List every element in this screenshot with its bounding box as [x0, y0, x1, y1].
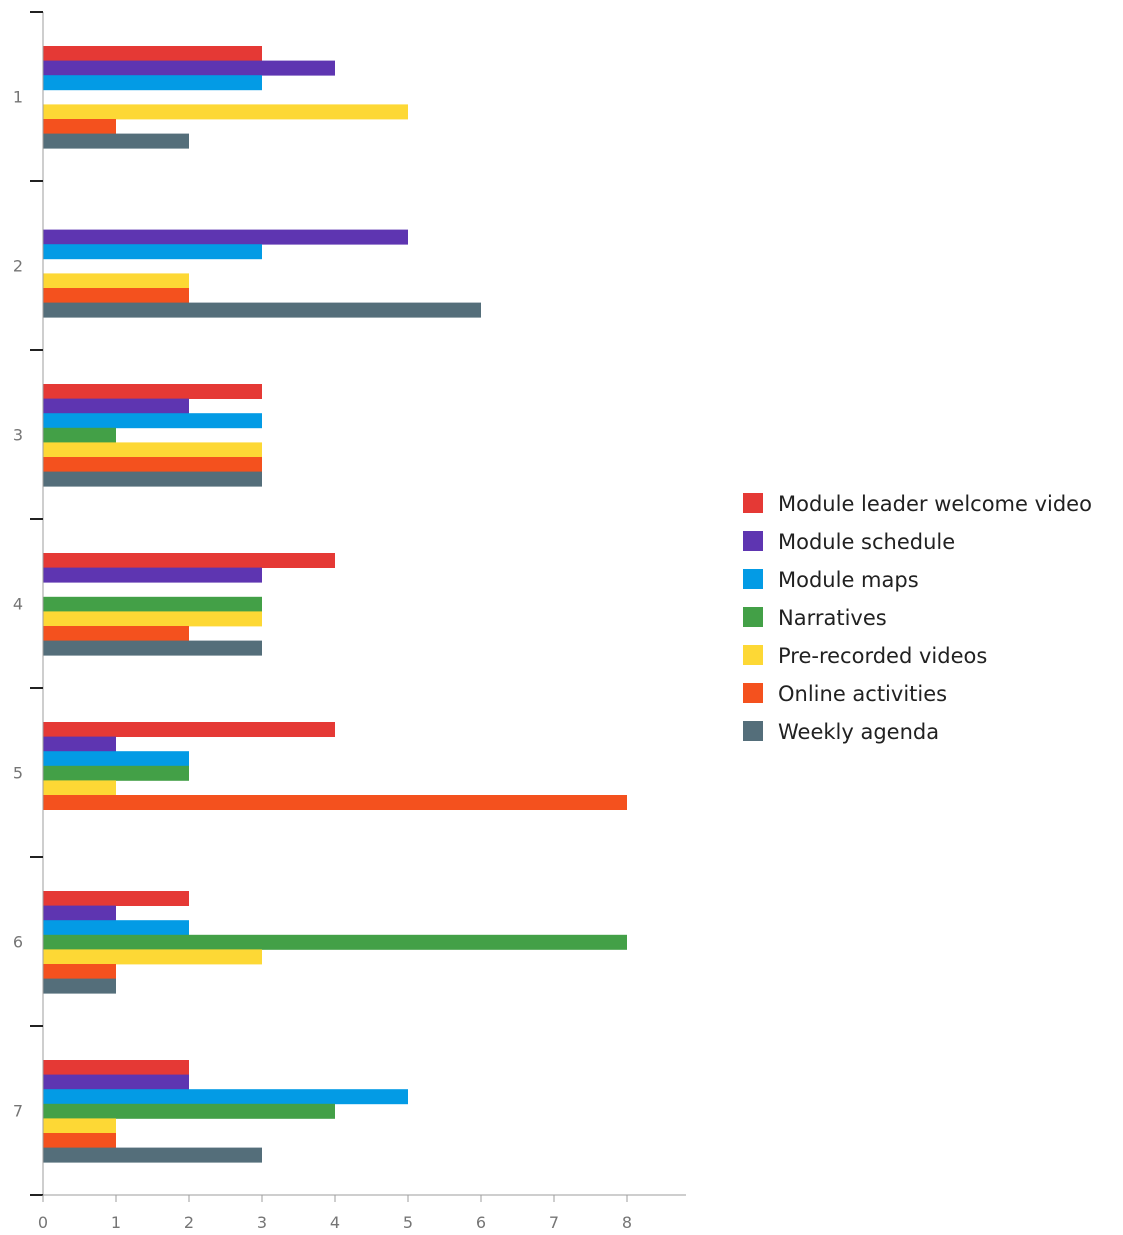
bar [43, 442, 262, 458]
legend-item: Module maps [743, 568, 919, 592]
legend: Module leader welcome video Module schedu… [743, 492, 1092, 744]
bar [43, 1074, 189, 1090]
bar-group-2 [43, 229, 481, 318]
bar [43, 596, 262, 612]
bar [43, 471, 262, 487]
bar [43, 427, 116, 443]
legend-swatch [743, 493, 763, 513]
x-tick-label: 4 [330, 1213, 340, 1232]
bar [43, 640, 262, 656]
y-tick-label: 1 [13, 88, 23, 107]
x-tick-label: 1 [111, 1213, 121, 1232]
y-tick-label: 5 [13, 764, 23, 783]
bar [43, 934, 627, 950]
bar [43, 229, 408, 245]
y-tick-label: 6 [13, 933, 23, 952]
legend-label: Weekly agenda [778, 720, 939, 744]
x-tick-label: 5 [403, 1213, 413, 1232]
legend-item: Weekly agenda [743, 720, 939, 744]
bar [43, 626, 189, 641]
x-tick-label: 3 [257, 1213, 267, 1232]
bar [43, 1089, 408, 1105]
legend-item: Pre-recorded videos [743, 644, 987, 668]
legend-label: Pre-recorded videos [778, 644, 987, 668]
x-tick-label: 2 [184, 1213, 194, 1232]
bar [43, 398, 189, 414]
bar [43, 133, 189, 149]
bar [43, 46, 262, 61]
legend-label: Module maps [778, 568, 919, 592]
bar [43, 920, 189, 936]
bar [43, 1103, 335, 1119]
bar [43, 75, 262, 91]
bar [43, 964, 116, 979]
bar [43, 1147, 262, 1163]
bar [43, 978, 116, 994]
bar [43, 104, 408, 120]
legend-item: Online activities [743, 682, 947, 706]
bar [43, 1133, 116, 1148]
legend-swatch [743, 721, 763, 741]
x-tick-label: 8 [622, 1213, 632, 1232]
bar [43, 567, 262, 583]
x-tick-label: 6 [476, 1213, 486, 1232]
ticks-layer: 1 2 3 4 5 6 7 0 1 2 3 4 5 6 7 8 [13, 11, 632, 1232]
bar [43, 795, 627, 810]
bar [43, 288, 189, 303]
legend-swatch [743, 683, 763, 703]
bar [43, 273, 189, 289]
bar [43, 1060, 189, 1075]
bar [43, 905, 116, 921]
bar [43, 413, 262, 429]
bar-group-5 [43, 722, 627, 810]
bar-group-3 [43, 384, 262, 487]
x-tick-label: 0 [38, 1213, 48, 1232]
legend-label: Module schedule [778, 530, 955, 554]
bar [43, 553, 335, 568]
bar [43, 384, 262, 399]
legend-swatch [743, 569, 763, 589]
y-tick-label: 2 [13, 257, 23, 276]
legend-swatch [743, 531, 763, 551]
y-tick-label: 4 [13, 595, 23, 614]
y-tick-label: 7 [13, 1102, 23, 1121]
bar [43, 457, 262, 472]
x-tick-label: 7 [549, 1213, 559, 1232]
bar-group-1 [43, 46, 408, 149]
bar [43, 611, 262, 627]
bar-group-7 [43, 1060, 408, 1163]
bar [43, 302, 481, 318]
bar [43, 765, 189, 781]
legend-swatch [743, 645, 763, 665]
legend-label: Online activities [778, 682, 947, 706]
bar [43, 949, 262, 965]
y-tick-label: 3 [13, 426, 23, 445]
bar [43, 780, 116, 796]
bar-group-4 [43, 553, 335, 656]
legend-item: Module schedule [743, 530, 955, 554]
bar [43, 1118, 116, 1134]
bar [43, 891, 189, 906]
bar [43, 736, 116, 752]
legend-item: Module leader welcome video [743, 492, 1092, 516]
bar-group-6 [43, 891, 627, 994]
bars-layer [43, 46, 627, 1163]
bar [43, 244, 262, 260]
legend-item: Narratives [743, 606, 887, 630]
bar [43, 722, 335, 737]
bar [43, 119, 116, 134]
legend-label: Narratives [778, 606, 887, 630]
axes-layer [42, 12, 686, 1196]
bar [43, 751, 189, 767]
bar [43, 60, 335, 76]
legend-swatch [743, 607, 763, 627]
legend-label: Module leader welcome video [778, 492, 1092, 516]
